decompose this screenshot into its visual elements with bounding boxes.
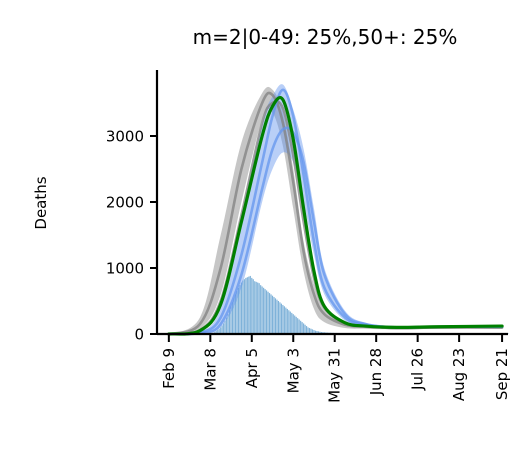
daily-deaths-bar [308, 328, 311, 334]
daily-deaths-bar [268, 293, 271, 334]
daily-deaths-bar [227, 314, 229, 334]
daily-deaths-bar [310, 328, 312, 334]
daily-deaths-bar [292, 314, 294, 334]
x-tick-label: Sep 21 [493, 348, 511, 400]
daily-deaths-bar [233, 298, 235, 334]
daily-deaths-bar [261, 286, 263, 334]
daily-deaths-bar [236, 291, 238, 334]
daily-deaths-bar [223, 323, 225, 334]
daily-deaths-bar [266, 290, 268, 334]
daily-deaths-bar [280, 303, 282, 334]
daily-deaths-bar [279, 302, 281, 334]
daily-deaths-bar [263, 287, 265, 334]
y-tick-label: 3000 [106, 128, 144, 146]
daily-deaths-bar [228, 310, 231, 334]
daily-deaths-bar [319, 331, 321, 334]
daily-deaths-bar [298, 319, 300, 334]
daily-deaths-bar [243, 279, 245, 334]
daily-deaths-bar [215, 331, 217, 334]
daily-deaths-bar [267, 291, 269, 334]
daily-deaths-bar [294, 315, 296, 334]
daily-deaths-bar [270, 294, 272, 334]
daily-deaths-bar [289, 311, 291, 334]
daily-deaths-bar [252, 279, 254, 334]
daily-deaths-bar [248, 276, 250, 334]
chart-title: m=2|0-49: 25%,50+: 25% [193, 25, 458, 49]
daily-deaths-bar [217, 330, 219, 334]
daily-deaths-bar [277, 301, 280, 334]
daily-deaths-bar [245, 277, 247, 334]
daily-deaths-bar [221, 325, 223, 334]
x-tick-label: Mar 8 [201, 348, 219, 391]
gray-uncertainty-band [168, 86, 503, 334]
daily-deaths-bar [246, 277, 248, 334]
x-tick-label: May 3 [284, 348, 302, 393]
daily-deaths-bar [307, 327, 309, 334]
daily-deaths-bar [258, 283, 260, 334]
daily-deaths-bar [297, 318, 299, 334]
x-tick-label: Jun 28 [367, 348, 385, 396]
daily-deaths-bar [226, 317, 228, 334]
daily-deaths-bar [230, 306, 232, 334]
x-tick-label: Jul 26 [409, 348, 427, 391]
daily-deaths-bar [273, 297, 275, 334]
y-tick-label: 1000 [106, 260, 144, 278]
y-axis-label: Deaths [32, 176, 50, 229]
daily-deaths-bar [254, 281, 256, 334]
daily-deaths-bar [239, 285, 241, 334]
daily-deaths-bar [300, 320, 302, 334]
x-tick-label: Feb 9 [160, 348, 178, 389]
y-tick-label: 0 [134, 326, 144, 344]
daily-deaths-bar [224, 320, 226, 334]
daily-deaths-bar [316, 331, 318, 334]
model-lines [167, 88, 504, 336]
daily-deaths-bar [286, 308, 288, 334]
daily-deaths-bar [234, 294, 237, 334]
daily-deaths-bar [218, 328, 220, 334]
green-model-line [167, 95, 504, 336]
daily-deaths-bar [237, 287, 240, 334]
daily-deaths-bar [220, 327, 222, 334]
daily-deaths-bar [264, 289, 266, 334]
daily-deaths-bar [288, 310, 290, 334]
daily-deaths-bar [314, 330, 317, 334]
daily-deaths-bar [304, 324, 306, 334]
daily-deaths-bar [283, 306, 285, 334]
daily-deaths-bar [255, 281, 257, 334]
daily-deaths-bar [317, 331, 320, 334]
daily-deaths-bar [271, 295, 274, 334]
daily-deaths-bar [291, 312, 293, 334]
daily-deaths-bar [282, 304, 284, 334]
axes: 0 1000 2000 3000 Feb 9 Mar 8 Apr 5 May 3 May 31 J… [106, 70, 511, 403]
uncertainty-bands [168, 84, 503, 335]
daily-deaths-bar [242, 280, 244, 334]
daily-deaths-bar [257, 282, 259, 334]
daily-deaths-bar [260, 285, 262, 334]
daily-deaths-bar [274, 298, 277, 334]
daily-deaths-bar [295, 316, 297, 334]
daily-deaths-bar [285, 307, 287, 334]
daily-deaths-bar [305, 326, 308, 334]
observed-deaths-bars [212, 275, 509, 334]
y-tick-label: 2000 [106, 194, 144, 212]
x-tick-label: May 31 [326, 348, 344, 403]
daily-deaths-bar [276, 299, 278, 334]
daily-deaths-bar [303, 323, 305, 334]
daily-deaths-bar [301, 322, 303, 334]
daily-deaths-bar [311, 329, 314, 334]
daily-deaths-bar [240, 282, 243, 334]
daily-deaths-bar [251, 277, 253, 334]
daily-deaths-bar [313, 330, 315, 334]
daily-deaths-bar [249, 275, 251, 334]
x-tick-label: Apr 5 [243, 348, 261, 388]
x-tick-label: Aug 23 [450, 348, 468, 401]
daily-deaths-bar [231, 302, 234, 334]
